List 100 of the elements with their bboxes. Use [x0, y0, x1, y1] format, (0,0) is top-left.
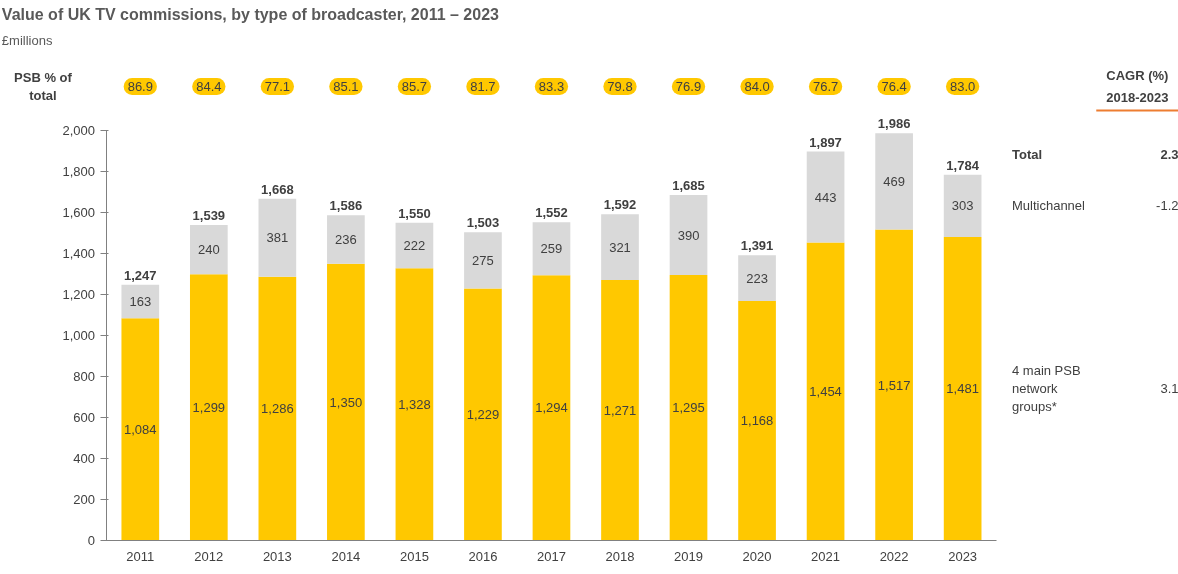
total-label: 1,586	[329, 198, 363, 214]
text: 76.9	[675, 79, 702, 94]
x-tick-label: 2014	[331, 548, 361, 564]
bar	[669, 195, 708, 276]
bar	[395, 268, 434, 541]
data-label: 1,084	[124, 421, 157, 437]
y-tick-label: 1,600	[62, 205, 96, 220]
text: Multichannel	[1011, 198, 1086, 214]
bar	[258, 198, 297, 277]
data-label: 1,517	[877, 377, 911, 393]
data-label: 443	[814, 189, 837, 205]
bar	[806, 242, 845, 541]
total-label: 1,897	[809, 134, 842, 150]
text: PSB % of total	[14, 70, 73, 103]
bar	[943, 236, 982, 541]
bar	[258, 276, 297, 541]
y-tick-label: 1,200	[62, 287, 96, 302]
text: 76.7	[812, 79, 839, 94]
bar	[464, 288, 502, 541]
data-label: 1,299	[192, 399, 226, 415]
data-label: 390	[677, 227, 700, 243]
x-tick-label: 2017	[537, 548, 566, 564]
x-tick-label: 2013	[262, 548, 292, 564]
data-label: 1,481	[946, 381, 979, 397]
x-tick-label: 2011	[126, 548, 155, 564]
chart-subtitle: £millions	[1, 33, 53, 48]
x-tick-label: 2012	[194, 548, 224, 564]
data-label: 1,328	[398, 396, 431, 412]
total-label: 1,668	[261, 181, 294, 197]
bar	[669, 275, 708, 541]
data-label: 259	[540, 241, 563, 257]
bar	[806, 151, 845, 243]
data-label: 1,168	[740, 413, 774, 429]
bar	[327, 215, 365, 264]
total-label: 1,784	[946, 157, 980, 173]
text: CAGR (%)	[1106, 68, 1169, 83]
data-label: 1,294	[535, 400, 568, 416]
data-label: 1,286	[261, 401, 294, 417]
y-tick-label: 1,000	[62, 328, 96, 343]
bar	[738, 301, 776, 541]
bar	[601, 214, 639, 280]
data-label: 222	[403, 238, 426, 254]
bar	[532, 222, 571, 276]
text: 86.9	[127, 79, 153, 94]
x-tick-label: 2015	[399, 548, 429, 564]
data-label: 1,454	[809, 383, 842, 399]
text: 76.4	[881, 79, 907, 94]
data-label: 1,271	[603, 402, 637, 418]
x-tick-label: 2020	[742, 548, 772, 564]
x-tick-label: 2022	[879, 548, 909, 564]
text: -1.2	[1156, 198, 1178, 214]
text: 2.3	[1160, 146, 1178, 162]
text: 4 main PSB network groups*	[1011, 363, 1081, 415]
total-label: 1,592	[603, 197, 637, 213]
y-tick-label: 2,000	[62, 123, 96, 138]
bar	[532, 275, 571, 541]
data-label: 275	[472, 252, 494, 268]
x-tick-label: 2023	[948, 548, 978, 564]
bar	[395, 222, 434, 269]
x-tick-label: 2016	[468, 548, 498, 564]
text: Total	[1011, 146, 1043, 162]
bar	[327, 263, 365, 541]
total-label: 1,503	[466, 215, 500, 231]
bar	[121, 318, 160, 541]
text: 2018-2023	[1106, 90, 1169, 105]
text: 81.7	[470, 79, 496, 94]
bar	[875, 133, 913, 230]
bar	[121, 284, 160, 319]
y-tick-label: 200	[73, 492, 96, 507]
text: 79.8	[607, 79, 633, 94]
data-label: 223	[746, 270, 768, 286]
data-label: 1,295	[672, 400, 705, 416]
y-tick-label: 0	[87, 533, 96, 548]
bar	[189, 225, 228, 275]
text: 83.0	[949, 79, 976, 94]
x-tick-label: 2019	[674, 548, 703, 564]
y-tick-label: 600	[73, 410, 96, 425]
y-tick-label: 800	[73, 369, 96, 384]
data-label: 1,350	[329, 394, 363, 410]
bar	[738, 255, 776, 302]
y-tick-label: 1,800	[62, 164, 96, 179]
bar	[875, 229, 913, 541]
bar	[189, 274, 228, 541]
data-label: 469	[883, 173, 905, 189]
text: 84.0	[744, 79, 770, 94]
text: 3.1	[1160, 381, 1178, 397]
text: 85.7	[401, 79, 428, 94]
y-tick-label: 1,400	[62, 246, 96, 261]
total-label: 1,391	[740, 238, 774, 254]
x-tick-label: 2018	[605, 548, 635, 564]
x-tick-label: 2021	[811, 548, 841, 564]
bar	[601, 279, 639, 541]
data-label: 303	[951, 198, 974, 214]
total-label: 1,685	[672, 178, 705, 194]
text: 77.1	[264, 79, 291, 94]
bar	[943, 174, 982, 237]
data-label: 1,229	[466, 407, 500, 423]
bar	[464, 232, 502, 289]
y-tick-label: 400	[73, 451, 96, 466]
data-label: 381	[266, 230, 289, 246]
